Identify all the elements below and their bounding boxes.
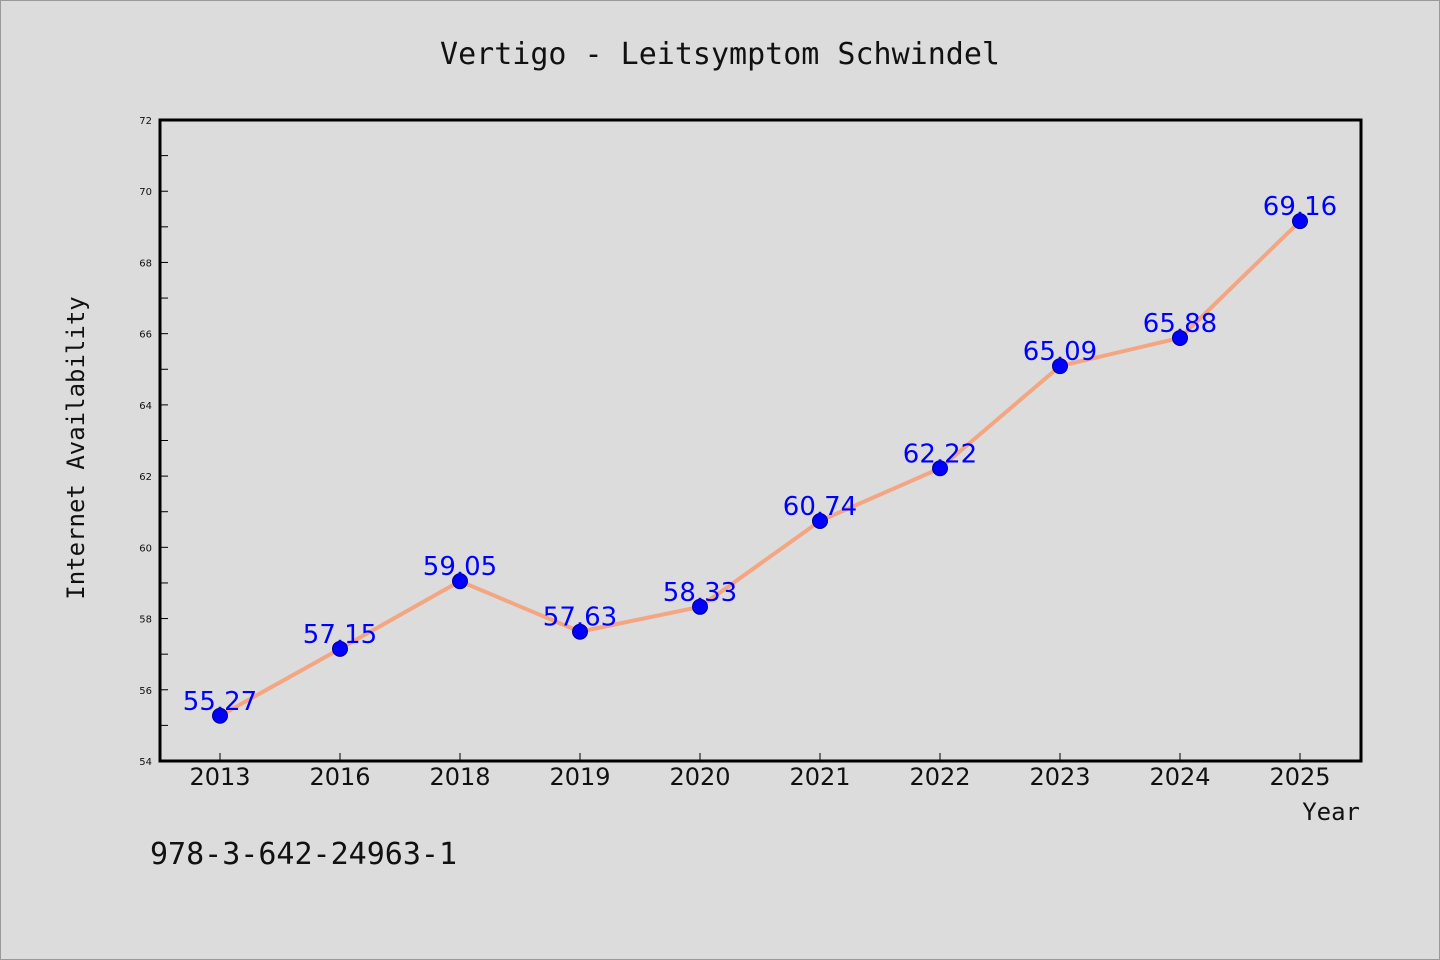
data-point [212,707,228,724]
data-label: 57.63 [543,603,617,633]
data-point [332,640,348,657]
data-label: 58.33 [663,578,737,608]
data-point [572,623,588,640]
data-point [932,460,948,477]
y-tick-label: 68 [139,258,152,269]
data-label: 65.88 [1143,309,1217,339]
x-tick-label: 2021 [789,763,850,791]
y-tick-label: 54 [139,757,152,768]
y-axis-ticks: 54 56 58 60 62 64 66 68 70 72 [139,116,168,768]
x-tick-label: 2025 [1269,763,1330,791]
data-point [692,598,708,615]
data-label: 59.05 [423,552,497,582]
y-tick-label: 64 [139,401,152,412]
data-markers [212,213,1308,724]
data-label: 65.09 [1023,337,1097,367]
x-tick-label: 2018 [429,763,490,791]
data-point [452,573,468,590]
x-tick-label: 2016 [309,763,370,791]
x-tick-label: 2024 [1149,763,1210,791]
data-labels: 55.27 57.15 59.05 57.63 58.33 60.74 62.22 65.09… [183,192,1337,717]
data-point [1292,213,1308,230]
y-tick-label: 70 [139,187,152,198]
isbn-footnote: 978-3-642-24963-1 [150,837,457,872]
data-point [1172,329,1188,346]
data-label: 69.16 [1263,192,1337,222]
data-point [812,512,828,529]
data-label: 57.15 [303,620,377,650]
y-tick-label: 56 [139,686,152,697]
x-tick-label: 2022 [909,763,970,791]
x-tick-label: 2020 [669,763,730,791]
y-tick-label: 60 [139,543,152,554]
y-axis-label: Internet Availability [62,296,90,599]
x-axis-ticks: 2013 2016 2018 2019 2020 2021 2022 2023 2024 2025 [189,753,1331,791]
plot-area-border [158,118,1363,763]
y-tick-label: 58 [139,615,152,626]
data-label: 55.27 [183,687,257,717]
x-tick-label: 2019 [549,763,610,791]
data-label: 62.22 [903,439,977,469]
x-tick-label: 2013 [189,763,250,791]
series-line [219,219,1302,718]
chart-title: Vertigo - Leitsymptom Schwindel [440,37,1000,72]
x-axis-label: Year [1302,798,1360,826]
y-tick-label: 66 [139,330,152,341]
y-tick-label: 72 [139,116,152,127]
data-label: 60.74 [783,492,857,522]
data-point [1052,358,1068,375]
x-tick-label: 2023 [1029,763,1090,791]
y-tick-label: 62 [139,472,152,483]
